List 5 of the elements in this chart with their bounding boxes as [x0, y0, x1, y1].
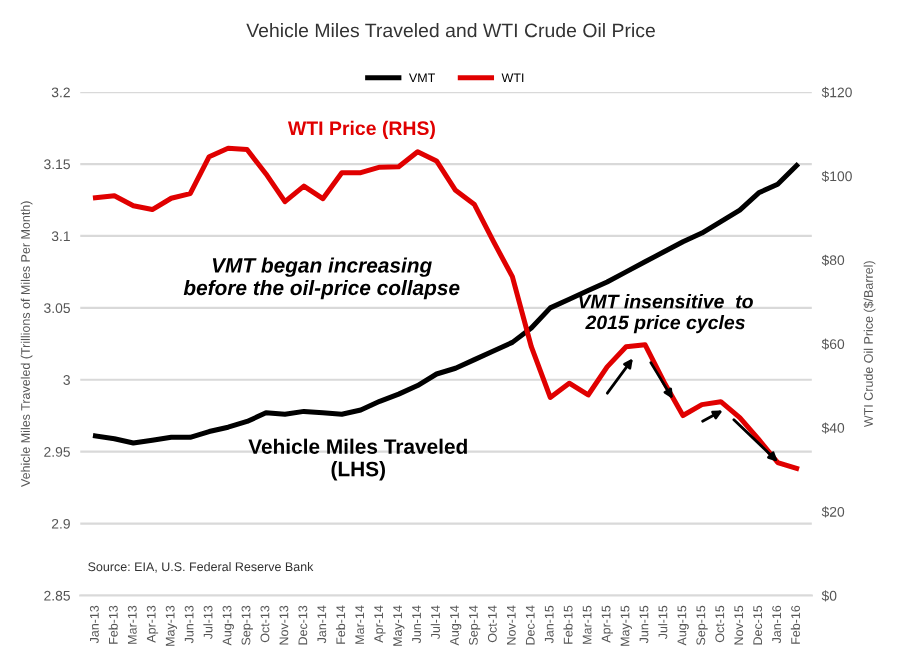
- chart-title: Vehicle Miles Traveled and WTI Crude Oil Price: [246, 23, 655, 38]
- annotation: Vehicle Miles Traveled (LHS): [248, 438, 467, 481]
- annotation: VMT insensitive to 2015 price cycles: [579, 294, 753, 334]
- annotation: WTI Price (RHS): [287, 120, 435, 139]
- annotation: VMT began increasing before the oil-price collapse: [183, 257, 460, 300]
